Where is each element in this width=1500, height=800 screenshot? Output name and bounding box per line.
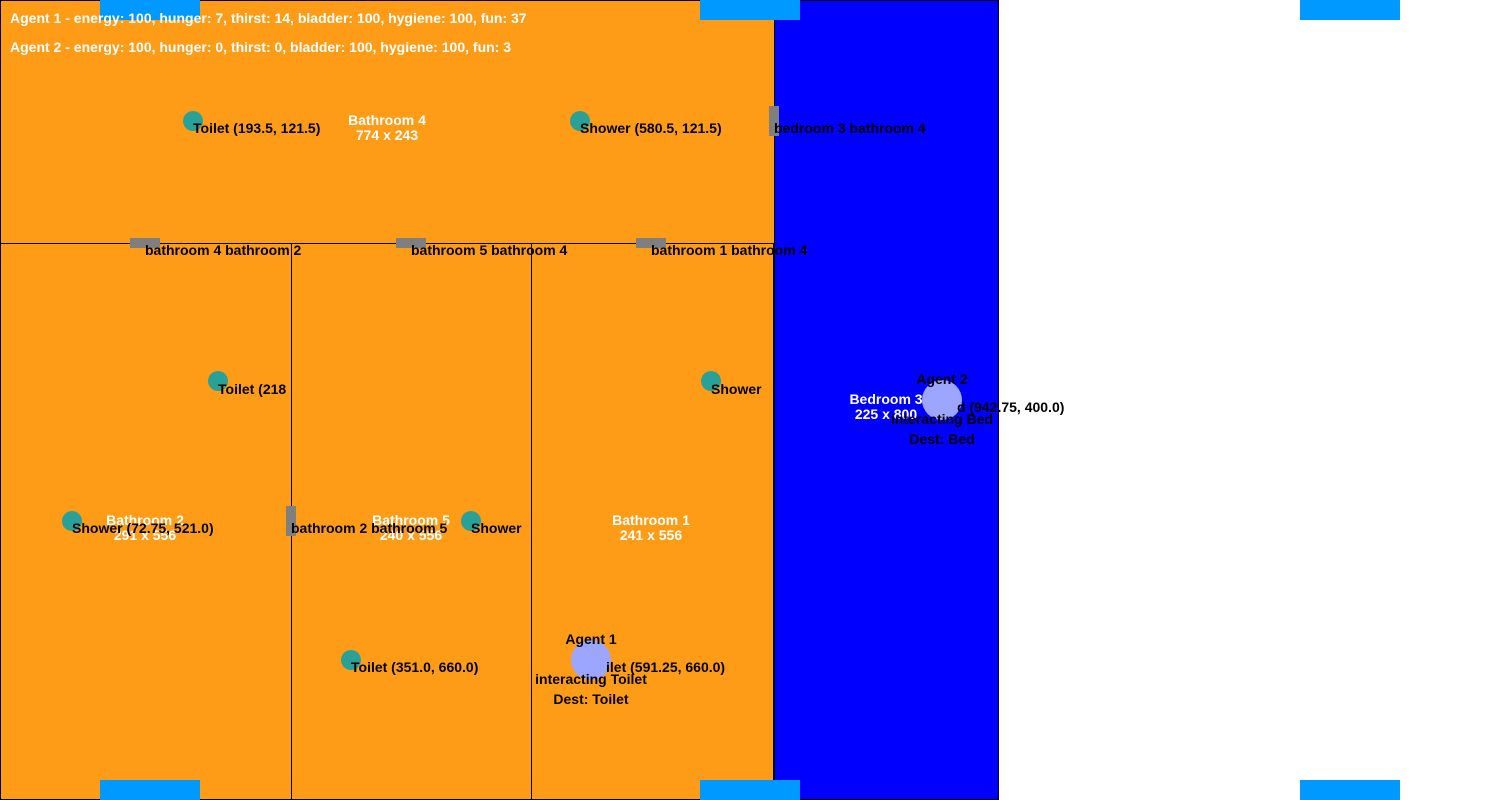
door-label: bathroom 2 bathroom 5 — [291, 520, 448, 536]
room-name: Bathroom 2 — [106, 512, 184, 528]
window — [700, 0, 800, 20]
room-label-bathroom-4: Bathroom 4 774 x 243 — [348, 113, 426, 143]
shower-icon[interactable] — [570, 111, 590, 131]
toilet-icon[interactable] — [341, 650, 361, 670]
object-label-shower: Shower — [711, 381, 762, 397]
agent-2-avatar[interactable] — [922, 380, 962, 420]
room-name: Bedroom 3 — [849, 391, 923, 407]
room-size: 241 x 556 — [619, 527, 683, 543]
object-label-bed: d (942.75, 400.0) — [957, 399, 1065, 415]
room-bathroom-2 — [0, 243, 292, 800]
agent-1-name: Agent 1 — [565, 631, 617, 647]
door-bathroom1-bathroom4[interactable] — [636, 238, 666, 248]
agent-1-status: Agent 1 - energy: 100, hunger: 7, thirst… — [10, 10, 527, 26]
agent-2-name: Agent 2 — [916, 371, 968, 387]
object-label-toilet: Toilet (351.0, 660.0) — [351, 659, 479, 675]
window — [1300, 780, 1400, 800]
door-bedroom3-bathroom4[interactable] — [769, 106, 779, 136]
room-name: Bathroom 5 — [372, 512, 450, 528]
window — [700, 780, 800, 800]
door-bathroom2-bathroom5[interactable] — [286, 506, 296, 536]
agent-1-destination: Dest: Toilet — [553, 691, 629, 707]
shower-icon[interactable] — [461, 511, 481, 531]
agent-1-avatar[interactable] — [571, 640, 611, 680]
object-label-shower: Shower (580.5, 121.5) — [580, 120, 722, 136]
room-label-bathroom-5: Bathroom 5 240 x 556 — [372, 513, 450, 543]
room-label-bedroom-3: Bedroom 3 225 x 800 — [849, 392, 922, 422]
door-bathroom4-bathroom2[interactable] — [130, 238, 160, 248]
room-label-bathroom-2: Bathroom 2 291 x 556 — [106, 513, 184, 543]
shower-icon[interactable] — [62, 511, 82, 531]
window — [100, 0, 200, 20]
room-bathroom-1 — [531, 243, 774, 800]
door-label: bathroom 1 bathroom 4 — [651, 242, 808, 258]
toilet-icon[interactable] — [183, 111, 203, 131]
toilet-icon[interactable] — [208, 371, 228, 391]
room-name: Bathroom 1 — [612, 512, 690, 528]
room-size: 774 x 243 — [355, 127, 419, 143]
door-bathroom5-bathroom4[interactable] — [396, 238, 426, 248]
shower-icon[interactable] — [701, 371, 721, 391]
agent-2-action: interacting Bed — [891, 411, 993, 427]
door-label: bedroom 3 bathroom 4 — [774, 120, 926, 136]
agent-1-action: interacting Toilet — [535, 671, 647, 687]
object-label-shower: Shower (72.75, 521.0) — [72, 520, 214, 536]
object-label-toilet: Toilet (193.5, 121.5) — [193, 120, 321, 136]
window — [1300, 0, 1400, 20]
room-bathroom-4 — [0, 0, 775, 244]
object-label-toilet: ilet (591.25, 660.0) — [606, 659, 726, 675]
window — [100, 780, 200, 800]
agent-2-destination: Dest: Bed — [909, 431, 975, 447]
room-label-bathroom-1: Bathroom 1 241 x 556 — [612, 513, 690, 543]
agent-2-status: Agent 2 - energy: 100, hunger: 0, thirst… — [10, 39, 512, 55]
object-label-toilet: Toilet (218 — [218, 381, 287, 397]
room-size: 291 x 556 — [113, 527, 177, 543]
room-size: 225 x 800 — [854, 406, 918, 422]
room-size: 240 x 556 — [379, 527, 443, 543]
room-name: Bathroom 4 — [348, 112, 426, 128]
door-label: bathroom 4 bathroom 2 — [145, 242, 302, 258]
object-label-shower: Shower — [471, 520, 522, 536]
door-label: bathroom 5 bathroom 4 — [411, 242, 568, 258]
